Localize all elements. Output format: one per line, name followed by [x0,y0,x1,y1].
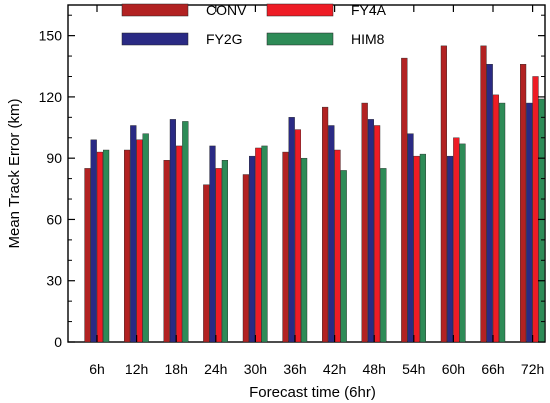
y-axis-label: Mean Track Error (km) [6,98,23,248]
bar-conv-18h [163,160,170,343]
bar-him8-42h [340,170,347,343]
bar-him8-12h [142,133,149,343]
bar-fy4a-48h [374,125,381,343]
legend-label-fy2g: FY2G [206,31,243,47]
bar-fy4a-54h [413,155,420,343]
bar-fy4a-72h [532,76,539,343]
legend-swatch-fy4a [266,3,334,17]
bar-fy2g-18h [169,119,177,343]
legend: CONV FY4A FY2G HIM8 [121,2,387,47]
legend-swatch-fy2g [121,32,189,46]
x-tick-label: 30h [244,361,267,377]
x-tick-label: 42h [323,361,346,377]
bar-him8-60h [459,143,466,343]
bar-fy4a-60h [453,137,460,343]
bar-conv-54h [401,57,408,343]
bars [84,45,545,343]
y-tick-label: 120 [39,89,63,105]
bar-fy2g-12h [130,125,137,343]
legend-label-conv: CONV [206,2,247,18]
bar-conv-66h [480,45,487,343]
bar-fy4a-18h [175,145,183,343]
bar-conv-12h [123,149,131,343]
bar-conv-48h [361,102,368,343]
bar-fy2g-48h [367,119,375,343]
bar-conv-60h [440,45,448,343]
x-tick-label: 36h [283,361,306,377]
legend-swatch-conv [121,3,189,17]
bar-conv-24h [203,184,210,343]
bar-fy4a-36h [294,129,302,343]
bar-him8-72h [538,98,545,343]
bar-fy2g-30h [248,155,256,343]
y-tick-label: 30 [46,273,62,289]
x-tick-label: 66h [481,361,504,377]
bar-him8-6h [102,149,110,343]
bar-fy4a-66h [492,94,500,343]
bar-fy2g-72h [526,102,533,343]
bar-him8-18h [182,121,189,343]
bar-fy2g-42h [328,125,335,343]
bar-him8-36h [301,157,308,343]
x-tick-label: 18h [165,361,188,377]
bar-fy4a-30h [255,147,262,343]
bar-conv-6h [84,168,91,343]
x-tick-label: 6h [89,361,105,377]
bar-fy4a-6h [96,151,104,343]
y-tick-label: 150 [39,28,63,44]
bar-fy2g-66h [486,64,493,343]
x-tick-label: 12h [125,361,148,377]
y-tick-label: 90 [46,150,62,166]
bar-fy2g-6h [90,139,97,343]
x-axis-label: Forecast time (6hr) [249,384,376,401]
bar-fy4a-42h [334,149,341,343]
x-tick-label: 24h [204,361,227,377]
bar-conv-72h [520,64,527,343]
bar-fy2g-54h [407,133,414,343]
bar-fy4a-24h [215,168,222,343]
bar-him8-66h [499,102,506,343]
bar-fy2g-24h [209,145,216,343]
bar-him8-54h [419,153,427,343]
x-tick-label: 48h [363,361,386,377]
y-tick-label: 0 [54,334,62,350]
axes: 0 30 60 90 120 150 6h 12h 18h 24h 30h 36h 42h 48h 54h 6… [39,5,545,377]
legend-label-fy4a: FY4A [351,2,387,18]
x-tick-label: 54h [402,361,425,377]
x-tick-label: 72h [521,361,544,377]
bar-conv-36h [282,151,289,343]
bar-fy2g-36h [288,117,295,343]
y-tick-label: 60 [46,211,62,227]
bar-conv-30h [242,174,250,343]
bar-him8-48h [380,168,387,343]
legend-label-him8: HIM8 [351,31,385,47]
x-tick-label: 60h [442,361,465,377]
bar-fy2g-60h [447,155,454,343]
legend-swatch-him8 [266,32,334,46]
bar-fy4a-12h [136,139,143,343]
bar-him8-24h [221,160,229,343]
bar-him8-30h [261,145,268,343]
bar-conv-42h [322,106,329,343]
